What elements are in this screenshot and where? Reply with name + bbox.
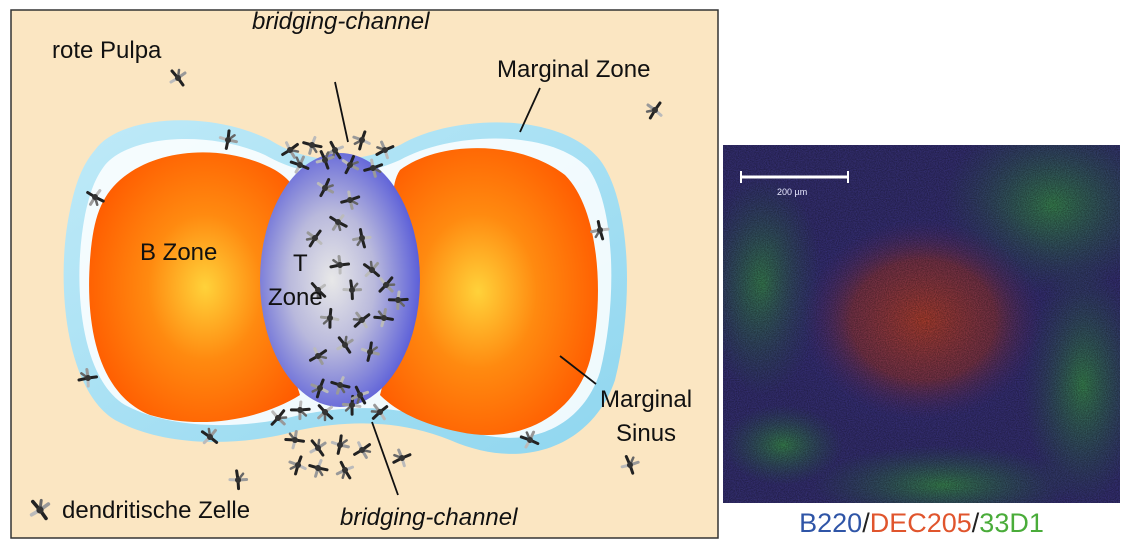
label-marginal-sinus-line2: Sinus (616, 420, 676, 447)
stain-b220: B220 (799, 508, 863, 538)
legend-dendritic-cell-label: dendritische Zelle (62, 497, 250, 524)
spleen-diagram: rote Pulpa bridging-channel Marginal Zon… (10, 8, 719, 539)
label-bridging-channel-bottom: bridging-channel (340, 504, 518, 531)
pointer-lines (334, 81, 597, 496)
label-marginal-zone: Marginal Zone (497, 56, 650, 83)
label-rote-pulpa: rote Pulpa (52, 37, 162, 64)
stain-caption: B220/DEC205/33D1 (723, 508, 1120, 538)
pointer-marginal-sinus (559, 355, 597, 385)
stain-separator: / (862, 508, 870, 538)
micrograph: 200 µm (723, 145, 1120, 503)
label-b-zone: B Zone (140, 239, 217, 266)
pointer-bridging-bottom (371, 421, 399, 496)
scale-bar-label: 200 µm (777, 187, 807, 197)
stain-dec205: DEC205 (869, 508, 972, 538)
pointer-marginal-zone (519, 87, 541, 133)
b-zone-left (89, 152, 300, 423)
label-bridging-channel-top: bridging-channel (252, 8, 430, 35)
legend-dendritic-cell: dendritische Zelle (29, 497, 250, 524)
label-t-zone-line2: Zone (268, 284, 323, 311)
micrograph-image: 200 µm (723, 145, 1120, 503)
b-zone-right (380, 148, 598, 436)
pointer-bridging-top (334, 81, 349, 143)
t-zone (260, 153, 420, 407)
stain-33d1: 33D1 (979, 508, 1044, 538)
stain-separator: / (971, 508, 980, 538)
label-t-zone-line1: T (293, 250, 308, 277)
label-marginal-sinus-line1: Marginal (600, 386, 692, 413)
scale-bar: 200 µm (740, 171, 849, 197)
